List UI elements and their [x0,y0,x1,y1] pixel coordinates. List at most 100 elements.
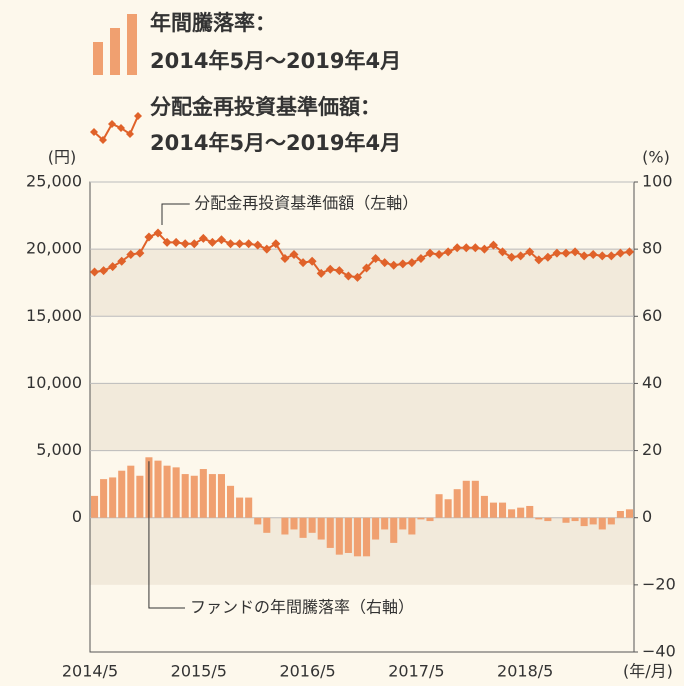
marker [371,254,381,264]
bar [625,509,633,518]
bar [127,465,135,518]
bar [109,477,117,518]
marker [579,251,589,261]
y-axis-label: (円) [48,148,77,167]
marker [144,232,154,242]
bar [598,517,606,530]
annotation-leader [161,203,190,226]
marker [198,233,208,243]
x-axis-label: (年/月) [623,662,673,681]
bar [281,517,289,535]
legend-marker [108,120,116,128]
y-tick-label: 10,000 [26,373,82,392]
bar [344,517,352,553]
bar [136,475,144,518]
bar [263,517,271,533]
marker [117,256,127,266]
bar [616,511,624,518]
bar [372,517,380,540]
band [90,517,634,585]
marker [606,251,616,261]
bar [526,505,534,518]
bar [118,470,126,518]
marker [588,250,598,260]
y2-tick-label: 60 [642,306,662,325]
marker [352,272,362,282]
bar [172,467,180,518]
marker [280,254,290,264]
bar [353,517,361,557]
marker [624,247,634,257]
marker [407,258,417,268]
marker [216,235,226,245]
bar [227,485,235,518]
marker [552,248,562,258]
band [90,383,634,451]
y2-tick-label: 100 [642,172,673,191]
bar [190,475,198,518]
marker [470,243,480,253]
legend-marker [117,124,125,132]
marker [307,256,317,266]
bar [607,517,615,525]
bar [544,517,552,522]
bar [435,494,443,518]
marker [126,250,136,260]
bar [299,517,307,538]
marker [343,271,353,281]
y-tick-label: 25,000 [26,172,82,191]
marker [235,239,245,249]
marker [597,251,607,261]
marker [262,244,272,254]
annotation: ファンドの年間騰落率（右軸） [190,598,414,617]
bar [426,517,434,522]
marker [416,254,426,264]
bar [417,517,425,520]
bar [208,474,216,518]
bar [535,517,543,520]
marker [162,237,172,247]
marker [507,252,517,262]
annotation: 分配金再投資基準価額（左軸） [194,194,418,213]
marker [461,243,471,253]
y-tick-label: 20,000 [26,239,82,258]
bar [363,517,371,557]
bar [480,495,488,518]
marker [570,247,580,257]
marker [180,239,190,249]
marker [561,248,571,258]
marker [271,239,281,249]
marker [316,268,326,278]
bar [181,474,189,518]
bar [217,474,225,518]
marker [615,248,625,258]
y2-tick-label: 40 [642,373,662,392]
legend-bar-icon [93,14,137,75]
bar [100,479,108,518]
y2-tick-label: 0 [642,507,652,526]
marker [244,239,254,249]
marker [226,239,236,249]
bar [399,517,407,530]
bar [462,480,470,518]
marker [253,240,263,250]
y2-axis-label: (%) [642,148,670,167]
bar [335,517,343,555]
y-tick-label: 15,000 [26,306,82,325]
marker [325,264,335,274]
x-tick-label: 2017/5 [388,662,444,681]
x-tick-label: 2018/5 [497,662,553,681]
legend-marker [126,130,134,138]
bar [453,489,461,518]
legend-period: 2014年5月～2019年4月 [150,131,401,155]
legend-period: 2014年5月～2019年4月 [150,49,401,73]
bar [562,517,570,523]
bar [408,517,416,535]
bar [154,460,162,518]
bar [444,499,452,518]
marker [380,258,390,268]
bar [589,517,597,525]
y-tick-label: 5,000 [36,440,82,459]
marker [99,266,109,276]
